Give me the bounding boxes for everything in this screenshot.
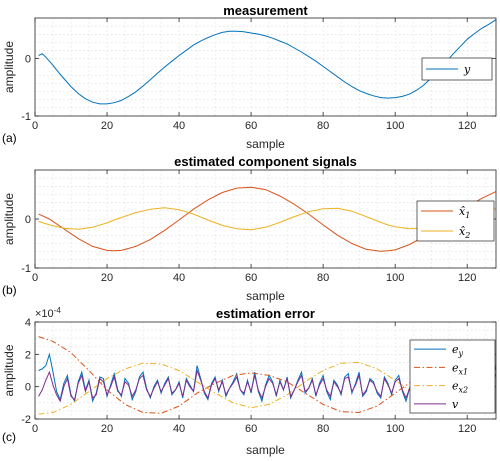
y-axis-label: amplitude: [2, 193, 16, 245]
series-line-x̂2: [38, 207, 497, 231]
y-tick-label: 2: [25, 349, 31, 361]
y-exponent-label: ×10-4: [35, 306, 61, 320]
panel-label: (a): [2, 131, 17, 145]
x-tick-label: 80: [317, 272, 329, 284]
legend-label-y: y: [463, 63, 471, 76]
series-line-y: [38, 19, 497, 105]
y-tick-label: 4: [25, 317, 31, 329]
legend: ey ex1 ex2 v: [409, 339, 496, 414]
x-tick-label: 0: [32, 272, 38, 284]
legend-label-ex2: ex2: [452, 380, 468, 395]
series-line-x̂1: [38, 186, 497, 252]
legend: y: [421, 57, 493, 81]
x-axis-label: sample: [246, 137, 285, 151]
x-tick-label: 60: [245, 423, 257, 435]
chart-panel-1: 0 20 40 60 80 100 120-10measurementsampleampli…: [2, 3, 497, 151]
x-tick-label: 20: [101, 120, 113, 132]
series-line-ex1: [38, 336, 497, 414]
axes-box: [34, 321, 497, 420]
y-tick-label: -1: [21, 263, 31, 275]
x-tick-label: 100: [386, 423, 404, 435]
x-tick-label: 120: [458, 120, 476, 132]
x-tick-label: 120: [458, 423, 476, 435]
x-axis-label: sample: [246, 289, 285, 303]
chart-title: estimation error: [216, 306, 315, 321]
y-axis-label: amplitude: [2, 41, 16, 93]
legend-box: [409, 339, 496, 414]
legend-label-x̂1: x̂1: [459, 205, 470, 220]
x-tick-label: 0: [32, 120, 38, 132]
y-axis-label: amplitude: [2, 344, 16, 396]
y-tick-label: 0: [25, 214, 31, 226]
legend-label-v: v: [452, 398, 459, 411]
y-tick-label: -1: [21, 111, 31, 123]
x-tick-label: 0: [32, 423, 38, 435]
x-tick-label: 80: [317, 423, 329, 435]
x-tick-label: 100: [386, 272, 404, 284]
x-tick-label: 60: [245, 120, 257, 132]
x-axis-label: sample: [246, 443, 285, 457]
x-tick-label: 40: [173, 120, 185, 132]
x-tick-label: 100: [386, 120, 404, 132]
x-tick-label: 40: [173, 272, 185, 284]
panel-label: (c): [2, 430, 16, 444]
x-tick-label: 20: [101, 272, 113, 284]
y-tick-label: -2: [21, 414, 31, 426]
legend-box: [416, 200, 495, 242]
legend-label-ey: ey: [452, 343, 464, 358]
x-tick-label: 20: [101, 423, 113, 435]
axes-box: [34, 17, 497, 117]
x-tick-label: 80: [317, 120, 329, 132]
chart-title: estimated component signals: [174, 154, 357, 169]
chart-title: measurement: [223, 3, 308, 18]
y-tick-label: 0: [25, 53, 31, 65]
legend-label-x̂2: x̂2: [459, 225, 470, 240]
x-tick-label: 120: [458, 272, 476, 284]
series-line-ex2: [38, 361, 497, 415]
panel-label: (b): [2, 283, 17, 297]
legend-label-ex1: ex1: [452, 361, 468, 376]
x-tick-label: 40: [173, 423, 185, 435]
x-tick-label: 60: [245, 272, 257, 284]
y-tick-label: 0: [25, 382, 31, 394]
legend: x̂1x̂2: [416, 200, 495, 242]
